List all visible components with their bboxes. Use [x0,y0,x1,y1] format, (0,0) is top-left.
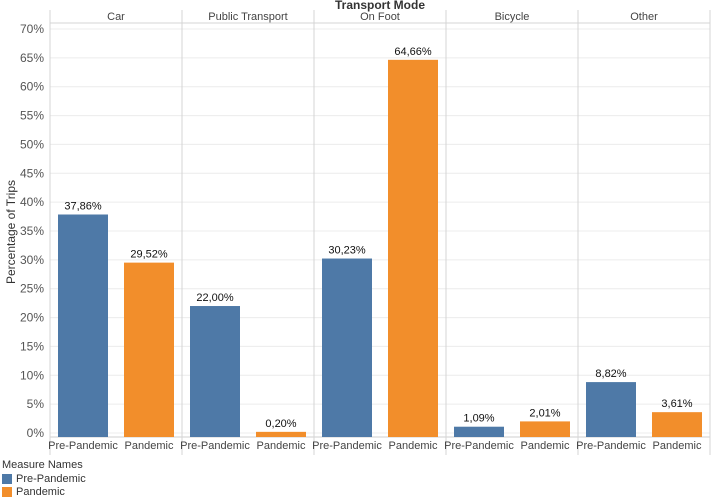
y-tick-label: 25% [20,282,44,296]
y-axis-label: Percentage of Trips [4,180,18,284]
category-header: Other [630,11,658,23]
category-header: Car [107,11,125,23]
bar [124,262,174,437]
x-tick-label: Pandemic [125,440,174,452]
data-label: 29,52% [130,249,168,261]
data-label: 8,82% [595,368,626,380]
x-tick-label: Pre-Pandemic [180,440,250,452]
gridlines [50,28,710,434]
y-tick-label: 20% [20,311,44,325]
legend-label-pandemic: Pandemic [16,486,65,498]
data-label: 1,09% [463,413,494,425]
bar [58,214,108,437]
y-tick-label: 30% [20,253,44,267]
x-tick-label: Pre-Pandemic [576,440,646,452]
y-tick-label: 0% [27,426,45,440]
data-label: 0,20% [265,418,296,430]
y-tick-label: 45% [20,166,44,180]
data-label: 30,23% [328,245,366,257]
data-label: 2,01% [529,407,560,419]
x-tick-label: Pre-Pandemic [312,440,382,452]
x-tick-label: Pandemic [521,440,570,452]
bar [520,421,570,437]
y-tick-label: 15% [20,339,44,353]
y-tick-label: 60% [20,80,44,94]
legend-item-pre-pandemic: Pre-Pandemic [2,473,86,485]
y-tick-label: 5% [27,397,45,411]
chart-title: Transport Mode [335,0,425,12]
category-header: Public Transport [208,11,287,23]
legend-title: Measure Names [2,459,83,471]
data-label: 37,86% [64,200,102,212]
bar [190,306,240,437]
y-tick-label: 40% [20,195,44,209]
bar [454,426,504,437]
bars: 37,86% Pre-Pandemic 29,52% Pandemic 22,00% Pr… [48,46,702,452]
x-tick-label: Pandemic [653,440,702,452]
bar [322,258,372,437]
y-tick-label: 10% [20,368,44,382]
bar [388,59,438,437]
data-label: 22,00% [196,292,234,304]
data-label: 64,66% [394,46,432,58]
category-panels: Car Public Transport On Foot Bicycle Other [49,10,711,455]
data-label: 3,61% [661,398,692,410]
category-header: Bicycle [495,11,530,23]
x-tick-label: Pandemic [257,440,306,452]
bar [256,431,306,437]
y-axis-ticks: 0% 5% 10% 15% 20% 25% 30% 35% 40% 45% 50% 55% 60% 65%… [20,22,44,440]
y-tick-label: 65% [20,51,44,65]
y-tick-label: 35% [20,224,44,238]
y-tick-label: 70% [20,22,44,36]
y-tick-label: 55% [20,109,44,123]
x-tick-label: Pandemic [389,440,438,452]
x-tick-label: Pre-Pandemic [48,440,118,452]
bar [652,412,702,437]
y-tick-label: 50% [20,137,44,151]
legend-label-pre-pandemic: Pre-Pandemic [16,473,86,485]
bar [586,382,636,437]
x-tick-label: Pre-Pandemic [444,440,514,452]
legend-swatch-pandemic [2,487,12,497]
legend-swatch-pre-pandemic [2,474,12,484]
legend-item-pandemic: Pandemic [2,486,65,498]
category-header: On Foot [360,11,400,23]
